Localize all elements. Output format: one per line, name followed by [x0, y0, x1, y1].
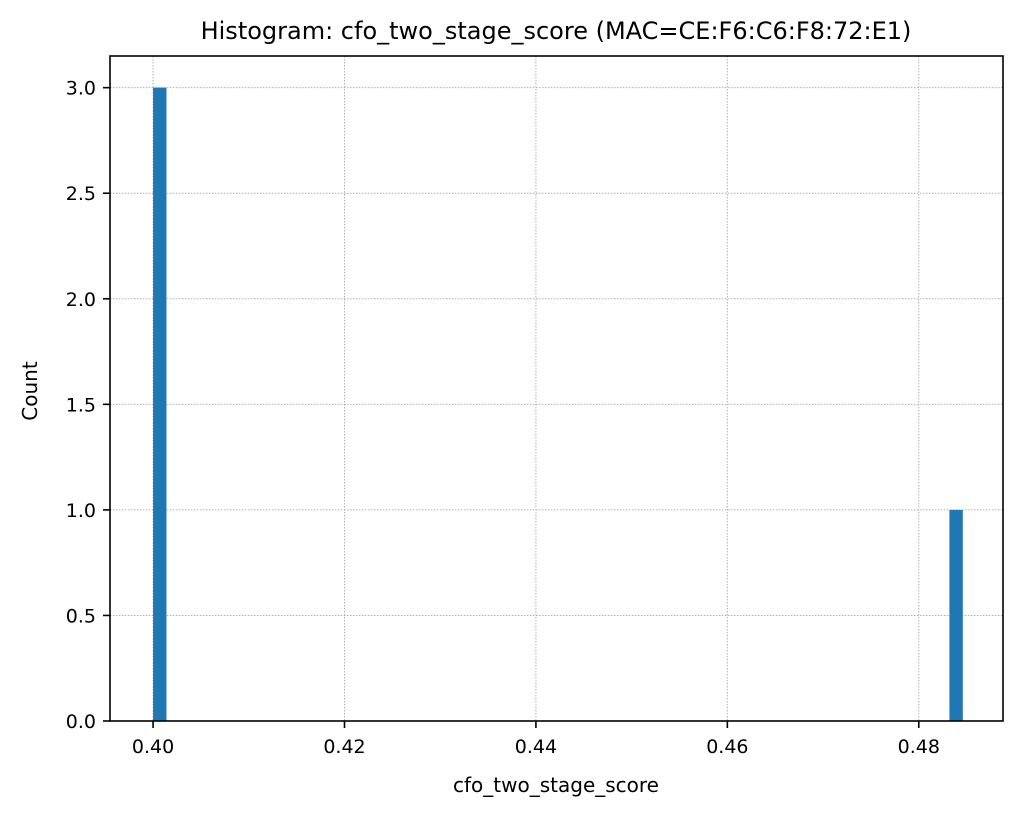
x-tick-label: 0.42	[323, 736, 365, 758]
x-tick-label: 0.48	[898, 736, 940, 758]
y-tick-label: 0.0	[66, 711, 96, 733]
y-axis-label: Count	[18, 361, 42, 421]
x-tick-label: 0.44	[515, 736, 557, 758]
x-axis-label: cfo_two_stage_score	[453, 773, 659, 797]
x-tick-label: 0.46	[706, 736, 748, 758]
axes-layer	[109, 55, 1004, 722]
tick-layer: 0.40 0.42 0.44 0.46 0.48 0.0 0.5 1.0 1.5 2.0 2.5 3.…	[66, 78, 940, 758]
y-tick-label: 0.5	[66, 605, 96, 627]
y-tick-label: 2.0	[66, 289, 96, 311]
histogram-bar	[153, 87, 167, 721]
chart-title: Histogram: cfo_two_stage_score (MAC=CE:F…	[201, 17, 912, 45]
plot-frame	[109, 55, 1004, 722]
y-tick-label: 1.5	[66, 394, 96, 416]
y-tick-label: 3.0	[66, 78, 96, 100]
y-tick-label: 1.0	[66, 500, 96, 522]
y-tick-label: 2.5	[66, 183, 96, 205]
grid-layer	[110, 56, 1003, 722]
histogram-bar	[949, 509, 963, 721]
bar-layer	[153, 87, 963, 721]
x-tick-label: 0.40	[132, 736, 174, 758]
